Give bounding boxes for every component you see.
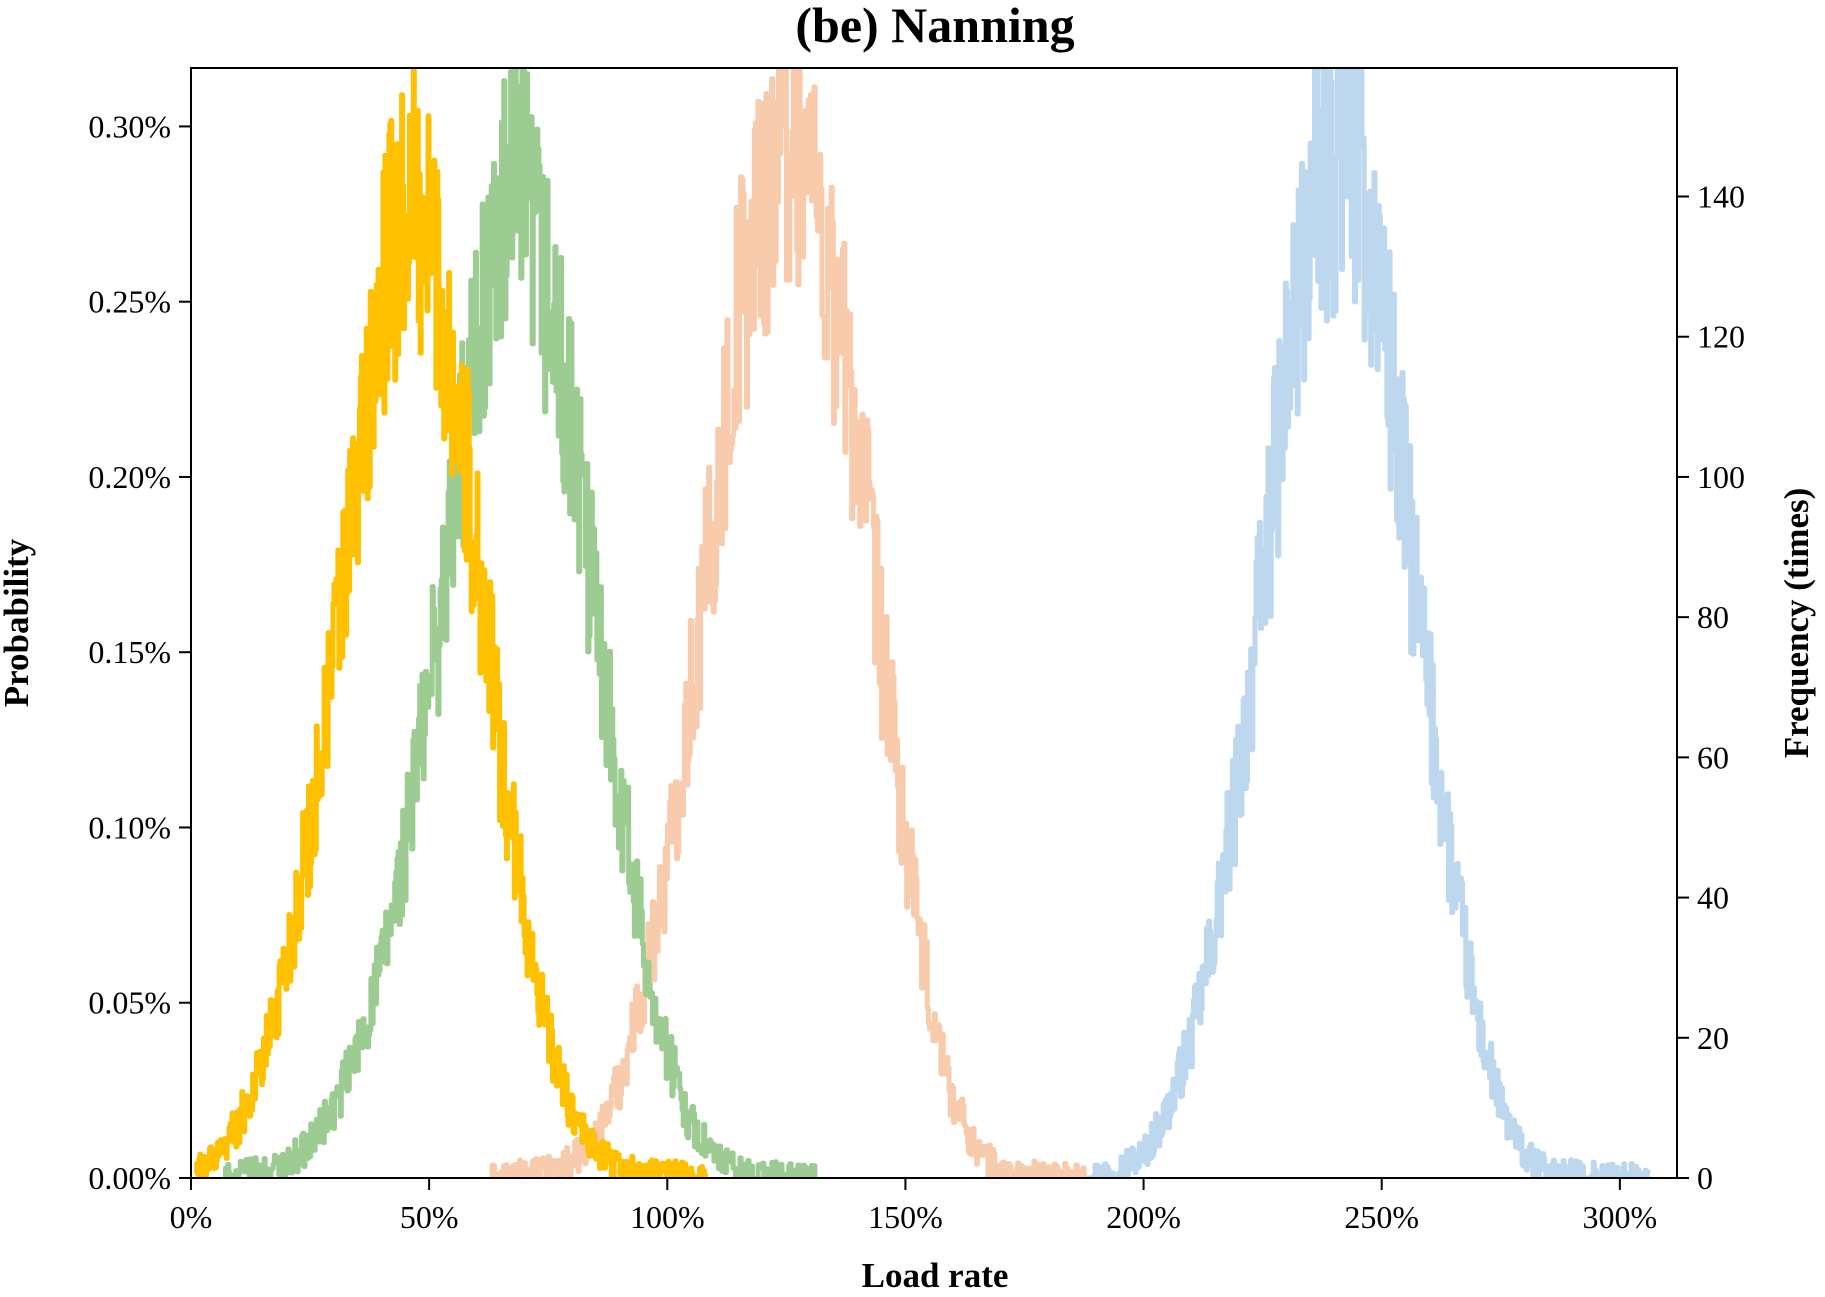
y2-tick-label: 0 <box>1697 1160 1713 1196</box>
y2-axis-title: Frequency (times) <box>1777 488 1816 759</box>
y2-tick-label: 100 <box>1697 459 1745 495</box>
series-line <box>222 68 818 1178</box>
y2-tick-label: 40 <box>1697 880 1729 916</box>
x-tick-label: 100% <box>630 1199 705 1235</box>
y-axis-title: Probability <box>0 538 36 707</box>
y-tick-label: 0.30% <box>88 108 171 144</box>
x-tick-label: 300% <box>1583 1199 1658 1235</box>
x-tick-label: 250% <box>1344 1199 1419 1235</box>
y-tick-label: 0.20% <box>88 459 171 495</box>
x-axis: 0% 50% 100% 150% 200% 250% 300% <box>170 1178 1658 1235</box>
y2-tick-label: 80 <box>1697 599 1729 635</box>
x-tick-label: 50% <box>400 1199 459 1235</box>
x-axis-title: Load rate <box>862 1256 1009 1295</box>
y-tick-label: 0.15% <box>88 634 171 670</box>
x-tick-label: 200% <box>1106 1199 1181 1235</box>
y-tick-label: 0.25% <box>88 284 171 320</box>
y2-tick-label: 20 <box>1697 1020 1729 1056</box>
plot-frame <box>190 67 1678 1179</box>
y-tick-label: 0.05% <box>88 985 171 1021</box>
series-layer <box>194 68 1651 1178</box>
y-axis-right: 0 20 40 60 80 100 120 140 <box>1677 179 1745 1196</box>
chart-title: (be) Nanning <box>795 0 1074 53</box>
y-tick-label: 0.00% <box>88 1160 171 1196</box>
y-tick-label: 0.10% <box>88 809 171 845</box>
x-tick-label: 0% <box>170 1199 213 1235</box>
series-line <box>194 68 708 1178</box>
y2-tick-label: 60 <box>1697 739 1729 775</box>
y-axis-left: 0.00% 0.05% 0.10% 0.15% 0.20% 0.25% 0.30% <box>88 108 191 1196</box>
series-line <box>489 68 1088 1178</box>
series-line <box>1084 68 1651 1178</box>
y2-tick-label: 140 <box>1697 179 1745 215</box>
y2-tick-label: 120 <box>1697 319 1745 355</box>
x-tick-label: 150% <box>868 1199 943 1235</box>
